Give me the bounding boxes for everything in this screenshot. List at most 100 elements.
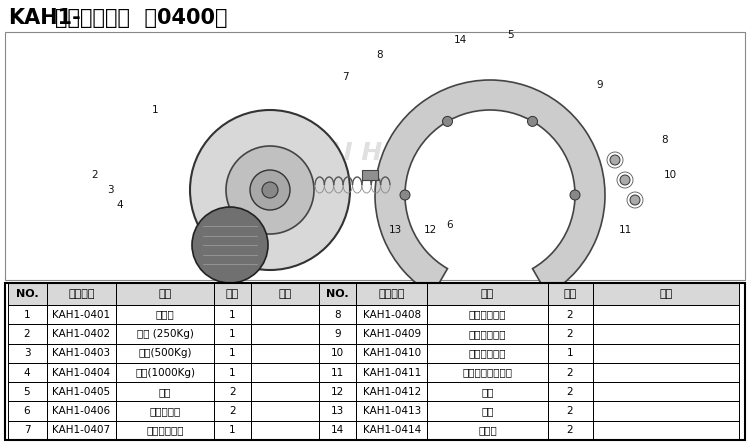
Bar bbox=[116, 344, 214, 363]
Text: 螺钉: 螺钉 bbox=[482, 387, 494, 397]
Bar bbox=[427, 363, 548, 382]
Bar bbox=[214, 382, 251, 401]
Text: 2: 2 bbox=[567, 387, 573, 397]
Bar bbox=[46, 382, 116, 401]
Text: 闸皮: 闸皮 bbox=[159, 387, 171, 397]
Bar bbox=[46, 401, 116, 421]
Bar bbox=[319, 305, 356, 324]
Bar bbox=[8, 283, 46, 305]
Text: 数量: 数量 bbox=[563, 289, 577, 299]
Text: 3: 3 bbox=[106, 185, 113, 195]
Bar bbox=[214, 421, 251, 440]
Bar bbox=[214, 401, 251, 421]
Bar bbox=[251, 401, 319, 421]
Bar bbox=[592, 324, 739, 344]
Text: 10: 10 bbox=[664, 170, 676, 180]
Circle shape bbox=[620, 175, 630, 185]
Text: 8: 8 bbox=[334, 310, 340, 320]
Bar bbox=[592, 283, 739, 305]
Bar bbox=[356, 363, 428, 382]
Bar bbox=[8, 305, 46, 324]
Bar bbox=[46, 283, 116, 305]
Text: 13: 13 bbox=[331, 406, 344, 416]
Text: 制动调节螺钉: 制动调节螺钉 bbox=[146, 425, 184, 435]
Bar bbox=[319, 401, 356, 421]
Text: 14: 14 bbox=[331, 425, 344, 435]
Circle shape bbox=[630, 195, 640, 205]
Text: 1: 1 bbox=[230, 425, 236, 435]
Bar bbox=[592, 324, 739, 344]
Bar bbox=[427, 421, 548, 440]
Bar bbox=[548, 324, 592, 344]
Bar bbox=[356, 283, 428, 305]
Bar bbox=[214, 421, 251, 440]
Bar bbox=[319, 363, 356, 382]
Bar bbox=[46, 283, 116, 305]
Bar bbox=[251, 344, 319, 363]
Bar bbox=[251, 421, 319, 440]
Bar bbox=[592, 382, 739, 401]
Text: 2: 2 bbox=[567, 425, 573, 435]
Bar bbox=[116, 401, 214, 421]
Text: 制动调节螺母: 制动调节螺母 bbox=[469, 348, 506, 358]
Bar bbox=[319, 324, 356, 344]
Bar bbox=[251, 324, 319, 344]
Text: 1: 1 bbox=[230, 348, 236, 358]
Text: 备注: 备注 bbox=[659, 289, 672, 299]
Bar bbox=[251, 363, 319, 382]
Text: 2: 2 bbox=[567, 310, 573, 320]
Text: 1: 1 bbox=[152, 105, 158, 115]
Text: 部件型号: 部件型号 bbox=[379, 289, 405, 299]
Text: 14: 14 bbox=[453, 35, 466, 45]
Bar bbox=[251, 421, 319, 440]
Text: 11: 11 bbox=[618, 225, 632, 235]
Text: KAH1-0401: KAH1-0401 bbox=[53, 310, 110, 320]
Circle shape bbox=[442, 117, 452, 126]
Bar bbox=[46, 324, 116, 344]
Bar bbox=[548, 283, 592, 305]
Text: KAH1-0408: KAH1-0408 bbox=[363, 310, 421, 320]
Bar bbox=[319, 344, 356, 363]
Text: 描述: 描述 bbox=[158, 289, 172, 299]
Bar bbox=[427, 305, 548, 324]
Bar bbox=[319, 382, 356, 401]
Circle shape bbox=[570, 190, 580, 200]
Text: 1: 1 bbox=[230, 329, 236, 339]
Text: 1: 1 bbox=[230, 310, 236, 320]
Bar bbox=[214, 305, 251, 324]
Text: 名牌 (250Kg): 名牌 (250Kg) bbox=[136, 329, 194, 339]
Bar bbox=[548, 305, 592, 324]
Bar bbox=[548, 363, 592, 382]
Bar bbox=[251, 305, 319, 324]
Bar bbox=[427, 283, 548, 305]
Bar bbox=[592, 421, 739, 440]
Bar bbox=[46, 421, 116, 440]
Text: LONGKAI HO: LONGKAI HO bbox=[226, 142, 404, 166]
Bar bbox=[8, 363, 46, 382]
Bar bbox=[46, 401, 116, 421]
Text: KAH1-0409: KAH1-0409 bbox=[363, 329, 421, 339]
Text: 2: 2 bbox=[230, 406, 236, 416]
Bar bbox=[8, 283, 46, 305]
Text: 制动调节器: 制动调节器 bbox=[149, 406, 181, 416]
Bar bbox=[356, 344, 428, 363]
Bar bbox=[319, 344, 356, 363]
Text: 制动盘: 制动盘 bbox=[478, 425, 496, 435]
Text: 2: 2 bbox=[567, 368, 573, 377]
Text: KAH1-0414: KAH1-0414 bbox=[363, 425, 421, 435]
Bar bbox=[8, 421, 46, 440]
Bar bbox=[319, 421, 356, 440]
Bar bbox=[116, 382, 214, 401]
Bar bbox=[592, 305, 739, 324]
Bar bbox=[548, 305, 592, 324]
Bar bbox=[427, 401, 548, 421]
Bar bbox=[356, 401, 428, 421]
Text: 1: 1 bbox=[567, 348, 573, 358]
Bar bbox=[427, 305, 548, 324]
Bar bbox=[8, 382, 46, 401]
Text: 7: 7 bbox=[342, 72, 348, 82]
Bar bbox=[116, 324, 214, 344]
Bar bbox=[548, 344, 592, 363]
Text: KAH1-0407: KAH1-0407 bbox=[53, 425, 110, 435]
Text: 6: 6 bbox=[447, 220, 453, 230]
